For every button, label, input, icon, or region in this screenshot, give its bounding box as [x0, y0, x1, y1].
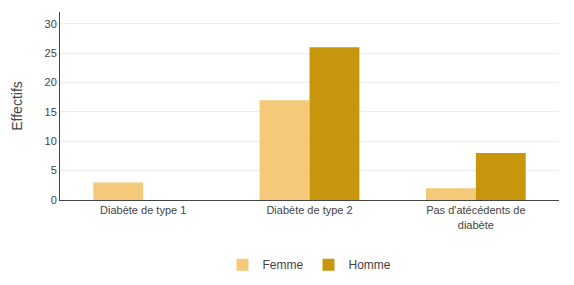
svg-text:Diabète de type 1: Diabète de type 1: [100, 204, 186, 216]
svg-text:Diabète de type 2: Diabète de type 2: [266, 204, 352, 216]
svg-text:Effectifs: Effectifs: [9, 81, 25, 131]
svg-text:10: 10: [45, 135, 57, 147]
svg-text:5: 5: [51, 164, 57, 176]
svg-text:0: 0: [51, 194, 57, 206]
svg-text:Femme: Femme: [263, 258, 304, 272]
svg-text:25: 25: [45, 47, 57, 59]
svg-text:Homme: Homme: [348, 258, 390, 272]
svg-text:15: 15: [45, 106, 57, 118]
svg-text:30: 30: [45, 18, 57, 30]
svg-text:20: 20: [45, 76, 57, 88]
svg-text:Pas d'atécédents dediabète: Pas d'atécédents dediabète: [426, 204, 525, 230]
